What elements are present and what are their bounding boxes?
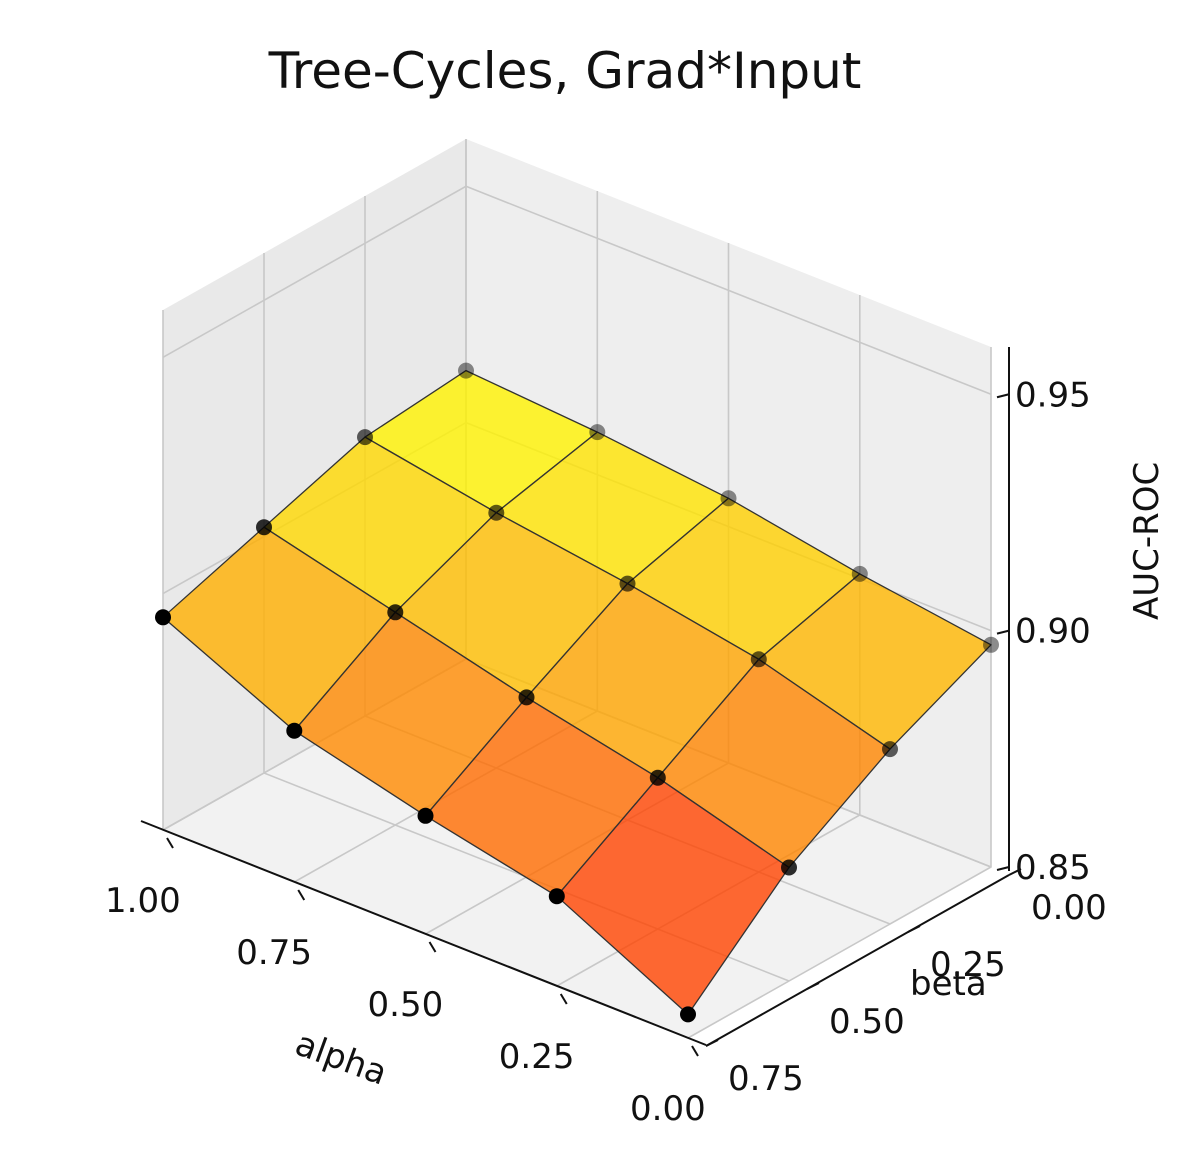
data-point bbox=[983, 636, 999, 653]
chart-title: Tree-Cycles, Grad*Input bbox=[268, 42, 862, 100]
data-point bbox=[286, 722, 303, 739]
z-tick-label: 0.95 bbox=[1015, 375, 1091, 415]
data-point bbox=[417, 807, 434, 824]
surface bbox=[162, 369, 992, 1016]
data-points bbox=[155, 362, 999, 1023]
data-point bbox=[680, 1006, 696, 1023]
alpha-tick-mark bbox=[297, 889, 306, 901]
z-tick-mark bbox=[996, 866, 1010, 871]
alpha-tick-mark bbox=[559, 993, 568, 1005]
alpha-tick-label: 0.00 bbox=[630, 1089, 706, 1129]
alpha-axis-line bbox=[140, 820, 707, 1046]
beta-tick-label: 0.50 bbox=[829, 1002, 905, 1042]
alpha-tick-label: 0.50 bbox=[368, 985, 444, 1025]
data-point bbox=[649, 769, 666, 786]
data-point bbox=[488, 504, 505, 521]
grid-line-z bbox=[162, 185, 992, 396]
beta-tick-mark bbox=[705, 1039, 719, 1047]
beta-tick-mark bbox=[1008, 868, 1022, 876]
data-point bbox=[155, 609, 171, 626]
data-point bbox=[458, 362, 474, 379]
data-point bbox=[851, 565, 868, 582]
data-point bbox=[387, 604, 404, 621]
beta-axis-label: beta bbox=[910, 964, 987, 1004]
z-axis-label: AUC-ROC bbox=[1127, 462, 1167, 620]
data-point bbox=[518, 689, 535, 706]
alpha-tick-label: 1.00 bbox=[105, 881, 181, 921]
beta-tick-label: 0.75 bbox=[728, 1059, 804, 1099]
alpha-tick-mark bbox=[166, 837, 174, 849]
z-tick-label: 0.85 bbox=[1015, 848, 1091, 888]
alpha-tick-mark bbox=[428, 941, 437, 953]
beta-tick-label: 0.25 bbox=[930, 945, 1006, 985]
data-point bbox=[357, 429, 373, 446]
data-point bbox=[548, 888, 565, 905]
data-point bbox=[720, 490, 737, 507]
data-point bbox=[781, 859, 797, 876]
beta-axis-line bbox=[705, 874, 1010, 1047]
beta-tick-mark bbox=[907, 925, 921, 933]
z-tick-mark bbox=[996, 393, 1010, 399]
data-point bbox=[882, 741, 898, 758]
data-point bbox=[256, 519, 272, 536]
alpha-tick-mark bbox=[691, 1045, 699, 1057]
alpha-tick-label: 0.25 bbox=[499, 1037, 575, 1077]
beta-tick-label: 0.00 bbox=[1031, 888, 1107, 928]
alpha-axis-label: alpha bbox=[290, 1024, 392, 1094]
data-point bbox=[619, 575, 636, 592]
beta-tick-mark bbox=[806, 982, 820, 990]
z-tick-mark bbox=[996, 629, 1010, 635]
z-tick-label: 0.90 bbox=[1015, 612, 1091, 652]
data-point bbox=[589, 424, 606, 441]
alpha-tick-label: 0.75 bbox=[236, 933, 312, 973]
data-point bbox=[750, 651, 767, 668]
